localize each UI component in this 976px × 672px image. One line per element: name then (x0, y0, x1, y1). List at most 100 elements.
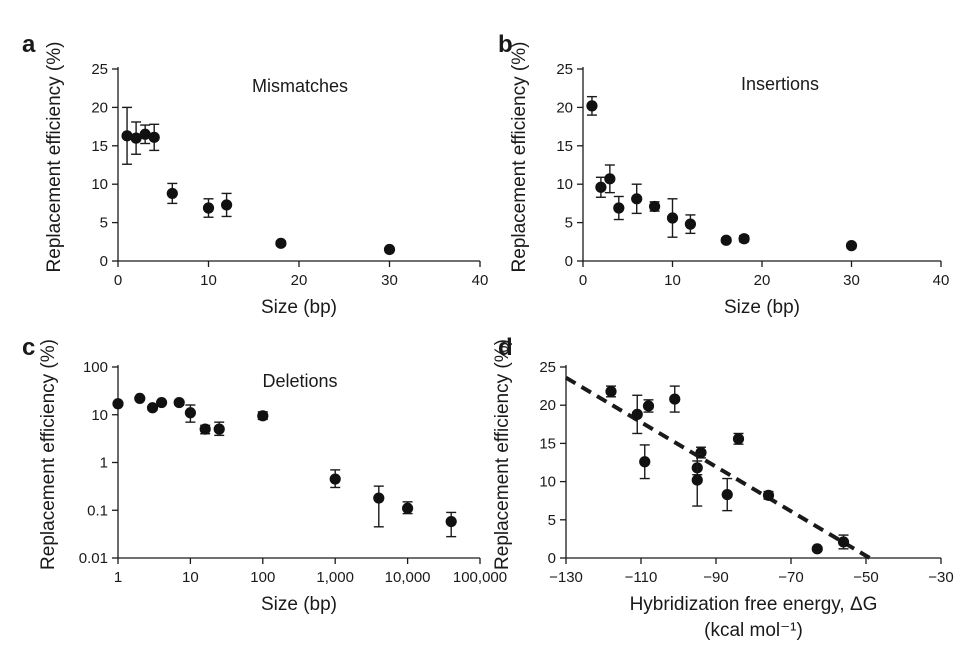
y-tick-label: 1 (100, 455, 108, 472)
x-tick-label: −110 (625, 569, 658, 586)
x-tick-label: 20 (754, 272, 771, 289)
data-point (148, 131, 160, 143)
data-point (199, 423, 211, 435)
panel-title: Deletions (262, 371, 337, 391)
data-point (112, 398, 124, 410)
panel-title: Insertions (741, 74, 819, 94)
data-point (139, 128, 151, 140)
y-tick-label: 15 (91, 138, 108, 155)
x-tick-label: 100,000 (453, 569, 507, 586)
y-tick-label: 0.1 (87, 502, 108, 519)
data-point (121, 130, 133, 142)
panel-d: d −130 −110 −90 −70 −50 −30 0 5 10 15 20 25 Hybridiza… (492, 334, 954, 641)
panel-letter: b (498, 31, 513, 58)
data-point (613, 202, 625, 214)
data-point (642, 400, 655, 412)
x-tick-label: 40 (933, 272, 950, 289)
y-tick-label: 10 (91, 407, 108, 424)
y-tick-label: 0.01 (79, 550, 108, 567)
y-tick-label: 10 (556, 176, 573, 193)
data-point (130, 132, 142, 144)
data-point (811, 543, 823, 555)
data-point (445, 515, 457, 528)
y-axis-label: Replacement efficiency (%) (38, 339, 59, 570)
data-point (213, 423, 225, 435)
x-axis-label: Size (bp) (724, 297, 800, 318)
data-point (402, 502, 414, 514)
y-tick-label: 5 (100, 215, 108, 232)
data-point (166, 187, 178, 200)
data-point (649, 200, 661, 213)
data-point (595, 181, 607, 193)
data-point (146, 402, 159, 414)
data-point (257, 410, 269, 422)
data-point (605, 385, 617, 398)
data-point (695, 446, 707, 459)
x-tick-label: 20 (291, 272, 308, 289)
panel-a: a 0 10 20 30 40 0 5 10 15 20 25 Size (bp) Replacement… (22, 31, 488, 318)
x-tick-label: 0 (114, 272, 122, 289)
data-point (762, 489, 775, 501)
data-point (669, 393, 681, 405)
data-point (691, 474, 703, 486)
x-tick-label: 30 (381, 272, 398, 289)
y-axis-label: Replacement efficiency (%) (509, 42, 530, 273)
x-tick-label: 10 (664, 272, 681, 289)
y-tick-label: 20 (556, 99, 573, 116)
y-tick-label: 15 (539, 435, 556, 452)
data-point (720, 234, 732, 246)
x-tick-label: −30 (928, 569, 953, 586)
x-tick-label: 10 (200, 272, 217, 289)
y-tick-label: 0 (565, 253, 573, 270)
x-tick-label: 10 (182, 569, 199, 586)
x-tick-label: 100 (250, 569, 275, 586)
y-tick-label: 15 (556, 138, 573, 155)
data-point (134, 392, 146, 404)
x-tick-label: 1 (114, 569, 122, 586)
data-point (373, 492, 385, 504)
data-point (155, 396, 168, 409)
data-point (732, 433, 745, 445)
data-point (666, 212, 679, 224)
y-tick-label: 100 (83, 359, 108, 376)
y-tick-label: 5 (548, 512, 556, 529)
data-point (639, 456, 651, 468)
panel-letter: a (22, 31, 36, 58)
y-tick-label: 20 (539, 397, 556, 414)
x-tick-label: 1,000 (316, 569, 354, 586)
data-point (202, 202, 215, 214)
data-point (329, 473, 341, 485)
data-point (684, 218, 697, 230)
y-tick-label: 10 (539, 474, 556, 491)
panel-c: c 1 10 100 1,000 10,000 100,000 0.01 0.1 1 10 100 Si… (22, 334, 507, 615)
y-tick-label: 25 (556, 61, 573, 78)
data-point (586, 100, 598, 112)
data-point (837, 536, 850, 548)
panel-b: b 0 10 20 30 40 0 5 10 15 20 25 Size (bp) Replacement… (498, 31, 949, 318)
x-tick-label: 0 (579, 272, 587, 289)
panel-letter: c (22, 334, 35, 361)
x-axis-label: Hybridization free energy, ΔG (630, 594, 878, 615)
y-tick-label: 10 (91, 176, 108, 193)
data-point (845, 240, 858, 252)
y-tick-label: 0 (100, 253, 108, 270)
y-axis-label: Replacement efficiency (%) (492, 339, 513, 570)
y-tick-label: 25 (91, 61, 108, 78)
data-point (383, 243, 396, 256)
x-axis-label: Size (bp) (261, 594, 337, 615)
data-point (275, 237, 287, 249)
data-point (631, 408, 643, 420)
x-tick-label: −50 (853, 569, 878, 586)
y-axis-label: Replacement efficiency (%) (44, 42, 65, 273)
x-tick-label: 10,000 (385, 569, 431, 586)
x-tick-label: 30 (843, 272, 860, 289)
data-point (631, 193, 643, 205)
x-tick-label: −70 (778, 569, 803, 586)
x-tick-label: −130 (549, 569, 583, 586)
data-point (604, 173, 616, 185)
y-tick-label: 25 (539, 359, 556, 376)
y-tick-label: 20 (91, 99, 108, 116)
x-axis-label: Size (bp) (261, 297, 337, 318)
data-point (184, 407, 196, 419)
